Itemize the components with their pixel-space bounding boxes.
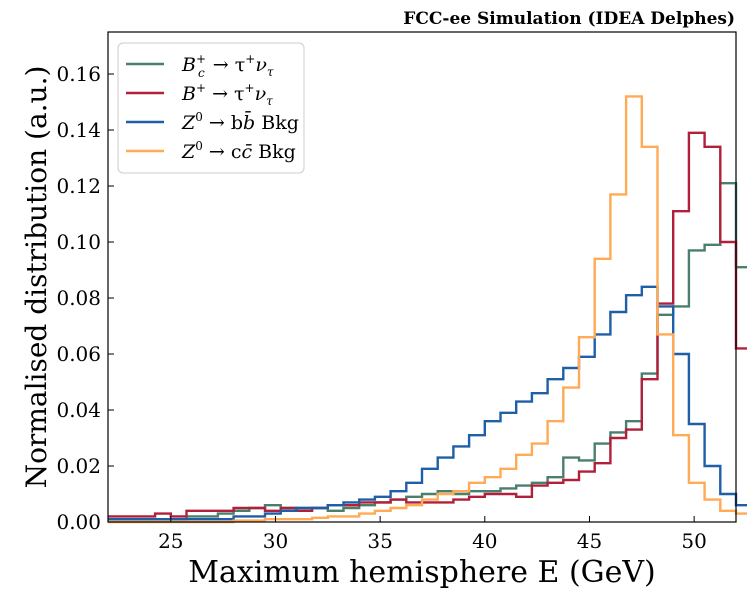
y-axis: 0.00 0.02 0.04 0.06 0.08 0.10 0.12 0.14 0.16 [56,62,114,534]
y-tick-label-4: 0.08 [56,286,101,310]
y-tick-label-1: 0.02 [56,454,101,478]
y-tick-label-0: 0.00 [56,510,101,534]
y-axis-label: Normalised distribution (a.u.) [20,66,53,489]
y-tick-label-5: 0.10 [56,230,101,254]
series-layer [108,95,747,524]
x-tick-label-3: 40 [472,529,497,553]
y-tick-label-6: 0.12 [56,174,101,198]
x-tick-label-0: 25 [158,529,183,553]
legend-label-0: B+ c → τ+ντ [181,52,274,80]
x-axis: 25 30 35 40 45 50 [158,516,707,553]
legend-label-2: Z0 → bb̄ Bkg [181,110,299,134]
series-0-line [108,182,747,521]
x-tick-label-2: 35 [367,529,392,553]
y-tick-label-8: 0.16 [56,62,101,86]
x-tick-label-1: 30 [263,529,288,553]
y-tick-label-2: 0.04 [56,398,101,422]
series-3-line [108,95,747,524]
legend-label-1: B+ → τ+ντ [181,81,273,108]
x-tick-label-5: 50 [681,529,706,553]
legend-label-3: Z0 → cc̄ Bkg [181,139,296,163]
y-tick-label-7: 0.14 [56,118,101,142]
legend-box [117,42,305,174]
plot-frame [107,31,737,523]
x-axis-label: Maximum hemisphere E (GeV) [188,555,656,590]
chart-header: FCC-ee Simulation (IDEA Delphes) [403,9,735,29]
y-tick-label-3: 0.06 [56,342,101,366]
series-2-line [108,285,747,521]
series-1-line [108,131,747,518]
x-tick-label-4: 45 [577,529,602,553]
